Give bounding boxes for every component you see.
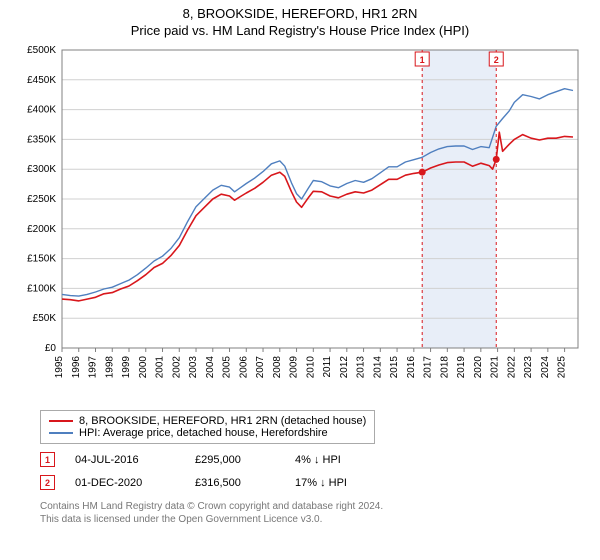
sale-row: 1 04-JUL-2016 £295,000 4% ↓ HPI xyxy=(40,452,580,467)
y-tick-label: £150K xyxy=(27,254,56,265)
x-tick-label: 2016 xyxy=(406,356,417,379)
y-tick-label: £300K xyxy=(27,164,56,175)
x-tick-label: 2003 xyxy=(188,356,199,379)
x-tick-label: 2014 xyxy=(372,356,383,379)
y-tick-label: £200K xyxy=(27,224,56,235)
x-tick-label: 2007 xyxy=(255,356,266,379)
x-tick-label: 1996 xyxy=(71,356,82,379)
x-tick-label: 2009 xyxy=(289,356,300,379)
sale-date: 01-DEC-2020 xyxy=(75,477,175,489)
x-tick-label: 2002 xyxy=(171,356,182,379)
x-tick-label: 2015 xyxy=(389,356,400,379)
series-hpi xyxy=(62,89,573,296)
x-tick-label: 2012 xyxy=(339,356,350,379)
x-tick-label: 2023 xyxy=(523,356,534,379)
y-tick-label: £450K xyxy=(27,75,56,86)
chart-footer: 8, BROOKSIDE, HEREFORD, HR1 2RN (detache… xyxy=(40,410,580,526)
x-tick-label: 1999 xyxy=(121,356,132,379)
x-tick-label: 2018 xyxy=(439,356,450,379)
legend-label: HPI: Average price, detached house, Here… xyxy=(79,427,328,439)
attribution-line2: This data is licensed under the Open Gov… xyxy=(40,513,580,526)
marker-label-2: 2 xyxy=(494,55,499,65)
y-tick-label: £400K xyxy=(27,105,56,116)
chart-title-address: 8, BROOKSIDE, HEREFORD, HR1 2RN xyxy=(0,6,600,21)
sale-marker: 1 xyxy=(40,452,55,467)
y-tick-label: £50K xyxy=(33,313,57,324)
x-tick-label: 2004 xyxy=(205,356,216,379)
y-tick-label: £100K xyxy=(27,283,56,294)
chart-container: 8, BROOKSIDE, HEREFORD, HR1 2RN Price pa… xyxy=(0,0,600,560)
x-tick-label: 1995 xyxy=(54,356,65,379)
sale-marker: 2 xyxy=(40,475,55,490)
sale-price: £295,000 xyxy=(195,454,275,466)
x-tick-label: 2013 xyxy=(356,356,367,379)
marker-label-1: 1 xyxy=(420,55,425,65)
x-tick-label: 2005 xyxy=(222,356,233,379)
chart-title-subtitle: Price paid vs. HM Land Registry's House … xyxy=(0,23,600,38)
chart-plot: £0 £50K £100K £150K £200K £250K £300K £350K £400… xyxy=(8,44,592,412)
sales-table: 1 04-JUL-2016 £295,000 4% ↓ HPI 2 01-DEC-2020… xyxy=(40,452,580,490)
legend: 8, BROOKSIDE, HEREFORD, HR1 2RN (detache… xyxy=(40,410,375,444)
x-tick-label: 2019 xyxy=(456,356,467,379)
sale-row: 2 01-DEC-2020 £316,500 17% ↓ HPI xyxy=(40,475,580,490)
sale-price: £316,500 xyxy=(195,477,275,489)
legend-swatch xyxy=(49,420,73,422)
x-tick-label: 2017 xyxy=(423,356,434,379)
x-tick-label: 2011 xyxy=(322,356,333,378)
sale-delta: 4% ↓ HPI xyxy=(295,454,341,466)
sale-date: 04-JUL-2016 xyxy=(75,454,175,466)
attribution-line1: Contains HM Land Registry data © Crown c… xyxy=(40,500,580,513)
sale-delta: 17% ↓ HPI xyxy=(295,477,347,489)
x-tick-label: 2020 xyxy=(473,356,484,379)
legend-item: 8, BROOKSIDE, HEREFORD, HR1 2RN (detache… xyxy=(49,415,366,427)
legend-item: HPI: Average price, detached house, Here… xyxy=(49,427,366,439)
x-tick-label: 1998 xyxy=(104,356,115,379)
y-tick-label: £0 xyxy=(45,343,57,354)
y-tick-label: £500K xyxy=(27,45,56,56)
marker-dot-1 xyxy=(419,169,426,176)
line-chart-svg: £0 £50K £100K £150K £200K £250K £300K £350K £400… xyxy=(8,44,592,412)
marker-dot-2 xyxy=(493,156,500,163)
x-tick-label: 2024 xyxy=(540,356,551,379)
title-block: 8, BROOKSIDE, HEREFORD, HR1 2RN Price pa… xyxy=(0,0,600,38)
x-tick-label: 2001 xyxy=(155,356,166,379)
x-tick-label: 2021 xyxy=(490,356,501,379)
x-tick-label: 1997 xyxy=(88,356,99,379)
y-tick-label: £250K xyxy=(27,194,56,205)
x-tick-label: 2022 xyxy=(506,356,517,379)
y-tick-label: £350K xyxy=(27,134,56,145)
x-tick-label: 2006 xyxy=(238,356,249,379)
x-tick-label: 2000 xyxy=(138,356,149,379)
x-tick-label: 2010 xyxy=(305,356,316,379)
legend-label: 8, BROOKSIDE, HEREFORD, HR1 2RN (detache… xyxy=(79,415,366,427)
x-tick-label: 2008 xyxy=(272,356,283,379)
legend-swatch xyxy=(49,432,73,434)
x-tick-label: 2025 xyxy=(557,356,568,379)
attribution: Contains HM Land Registry data © Crown c… xyxy=(40,500,580,526)
